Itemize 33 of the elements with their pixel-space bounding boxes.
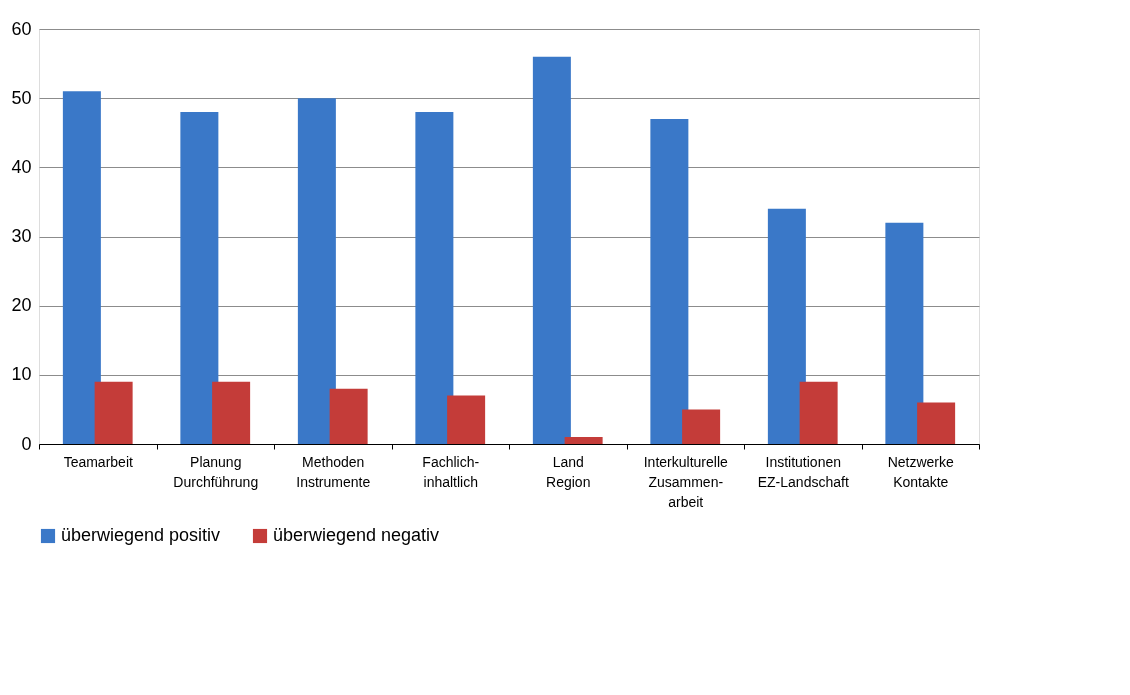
bar bbox=[329, 388, 368, 444]
x-tick-label: Institutionen EZ-Landschaft bbox=[757, 453, 849, 490]
x-tick-label: Netzwerke Kontakte bbox=[887, 453, 955, 490]
x-tick-label: Fachlich- inhaltlich bbox=[422, 453, 480, 490]
y-tick-label: 60 bbox=[11, 18, 32, 39]
bar bbox=[917, 402, 956, 444]
x-tick-label: Planung Durchführung bbox=[173, 453, 259, 490]
legend-label: überwiegend positiv bbox=[61, 525, 221, 545]
bar bbox=[447, 395, 486, 444]
bar bbox=[767, 208, 806, 444]
bar bbox=[682, 409, 721, 444]
bar bbox=[650, 118, 689, 444]
y-tick-label: 20 bbox=[11, 295, 32, 316]
bar bbox=[94, 381, 133, 444]
x-tick-label: Teamarbeit bbox=[63, 453, 133, 470]
bar bbox=[180, 112, 219, 444]
bar bbox=[297, 98, 336, 444]
x-tick-label: Interkulturelle Zusammen- arbeit bbox=[643, 453, 728, 510]
bar bbox=[532, 56, 571, 444]
y-tick-label: 10 bbox=[11, 364, 32, 385]
y-tick-label: 50 bbox=[11, 87, 32, 108]
x-tick-label: Land Region bbox=[546, 453, 591, 490]
y-tick-label: 30 bbox=[11, 226, 32, 246]
bar bbox=[212, 381, 251, 444]
y-tick-label: 0 bbox=[21, 433, 32, 454]
bar bbox=[564, 437, 603, 444]
y-tick-label: 40 bbox=[11, 156, 32, 177]
bar bbox=[885, 222, 924, 444]
bar bbox=[799, 381, 838, 444]
bar bbox=[415, 112, 454, 444]
bar bbox=[62, 91, 101, 444]
x-tick-label: Methoden Instrumente bbox=[296, 453, 371, 490]
legend-label: überwiegend negativ bbox=[273, 525, 440, 545]
